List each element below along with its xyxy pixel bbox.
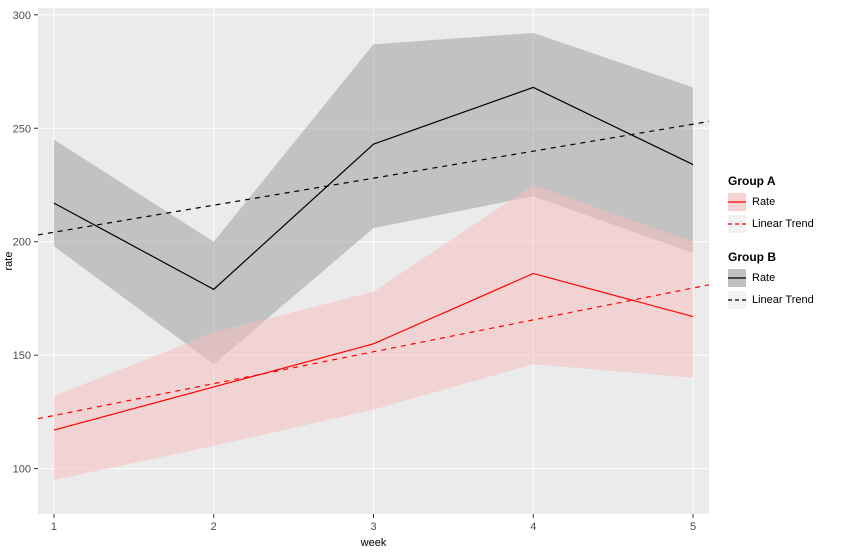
x-axis-label: week <box>360 537 387 549</box>
chart-container: 1 2 3 4 5 100 150 200 250 300 week rate Group A Rate L… <box>0 0 861 552</box>
ytick-label: 250 <box>13 123 31 135</box>
legend-label: Linear Trend <box>752 218 814 230</box>
legend-title-group-a: Group A <box>728 174 776 188</box>
legend-title-group-b: Group B <box>728 250 776 264</box>
xtick-label: 5 <box>690 521 696 533</box>
ytick-label: 150 <box>13 350 31 362</box>
rate-line-chart: 1 2 3 4 5 100 150 200 250 300 week rate Group A Rate L… <box>0 0 861 552</box>
ytick-label: 200 <box>13 237 31 249</box>
xtick-label: 1 <box>51 521 57 533</box>
ytick-label: 300 <box>13 10 31 22</box>
legend-label: Linear Trend <box>752 294 814 306</box>
ytick-label: 100 <box>13 464 31 476</box>
legend-label: Rate <box>752 196 775 208</box>
xtick-label: 4 <box>530 521 536 533</box>
xtick-label: 3 <box>370 521 376 533</box>
legend-label: Rate <box>752 272 775 284</box>
xtick-label: 2 <box>211 521 217 533</box>
y-axis-label: rate <box>3 252 15 271</box>
